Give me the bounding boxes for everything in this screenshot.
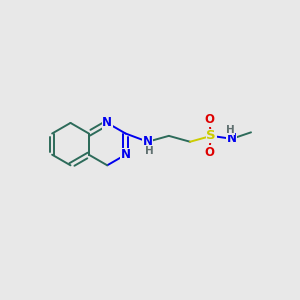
Text: H: H xyxy=(226,125,235,135)
Text: N: N xyxy=(121,148,130,161)
Text: N: N xyxy=(102,116,112,129)
Text: N: N xyxy=(143,135,153,148)
Text: H: H xyxy=(145,146,154,156)
Text: O: O xyxy=(204,113,214,126)
Text: O: O xyxy=(204,146,214,159)
Text: S: S xyxy=(206,129,216,142)
Text: N: N xyxy=(227,132,237,145)
